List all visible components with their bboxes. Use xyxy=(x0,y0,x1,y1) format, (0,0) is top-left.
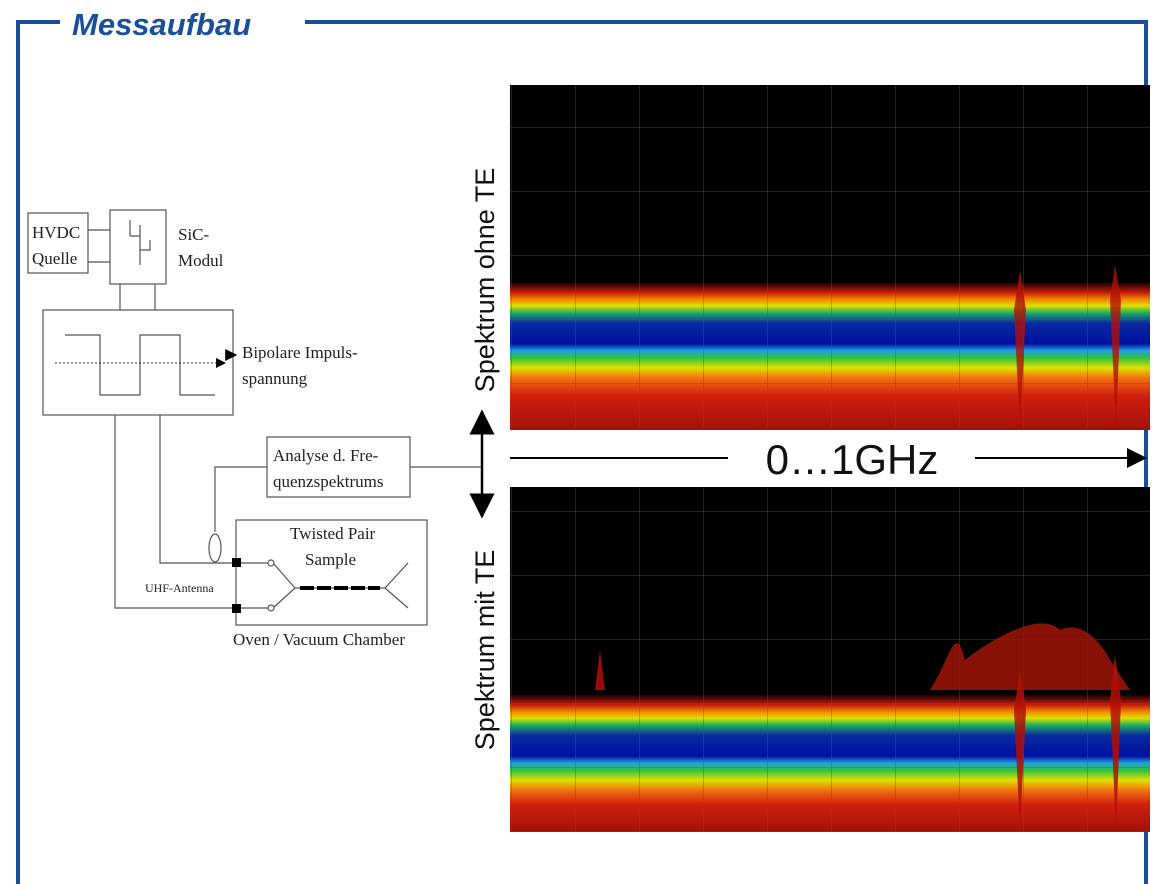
axis-label: Spektrum mit TE xyxy=(470,550,500,751)
label: Twisted Pair xyxy=(290,524,376,543)
label: HVDC xyxy=(32,223,80,242)
label: spannung xyxy=(242,369,308,388)
label: quenzspektrums xyxy=(273,472,383,491)
label: Oven / Vacuum Chamber xyxy=(233,630,405,649)
label: Modul xyxy=(178,251,224,270)
label: Sample xyxy=(305,550,356,569)
title: Messaufbau xyxy=(72,7,251,42)
spectrum-top xyxy=(510,85,1150,430)
label: SiC- xyxy=(178,225,210,244)
label: Analyse d. Fre- xyxy=(273,446,379,465)
axis-label: Spektrum ohne TE xyxy=(470,168,500,393)
range-label: 0…1GHz xyxy=(766,436,939,483)
schematic xyxy=(27,209,482,626)
label: Bipolare Impuls- xyxy=(242,343,358,362)
label: UHF-Antenna xyxy=(145,581,214,595)
label: Quelle xyxy=(32,249,77,268)
spectrum-bottom xyxy=(510,487,1150,832)
